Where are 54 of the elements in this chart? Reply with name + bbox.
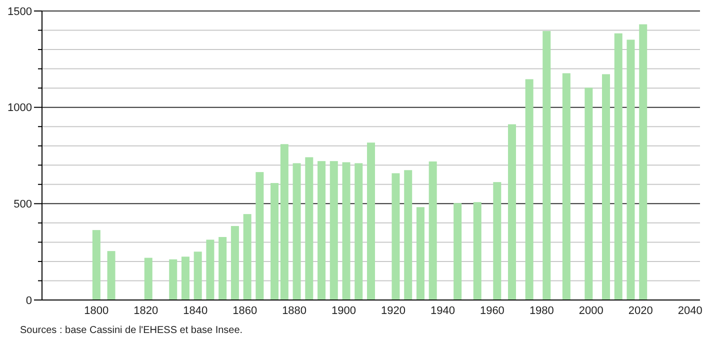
bar <box>416 207 424 300</box>
bar <box>392 173 400 300</box>
x-tick-label: 1900 <box>332 305 356 317</box>
bar <box>206 240 214 300</box>
bar <box>473 202 482 300</box>
bar <box>367 142 375 300</box>
bar <box>318 161 326 300</box>
x-tick-label: 1860 <box>232 305 258 317</box>
bar <box>493 182 502 300</box>
bar <box>292 163 301 300</box>
bar <box>144 258 152 300</box>
x-tick-label: 1800 <box>84 305 109 317</box>
bar <box>354 163 363 300</box>
bar <box>562 73 570 300</box>
x-tick-label: 2000 <box>578 305 604 317</box>
bar <box>194 252 202 300</box>
bar <box>614 33 622 300</box>
bar <box>305 157 314 300</box>
bar <box>626 40 635 300</box>
x-tick-label: 1880 <box>282 305 307 317</box>
bar <box>330 161 338 300</box>
x-tick-label: 1820 <box>134 305 158 317</box>
bar <box>454 203 462 300</box>
bar <box>639 24 648 300</box>
bar <box>584 88 593 300</box>
bar <box>256 172 264 300</box>
x-tick-label: 1980 <box>529 305 554 317</box>
bar <box>181 256 190 300</box>
bar <box>169 259 178 300</box>
bar <box>602 74 610 300</box>
bar <box>270 183 279 300</box>
bar <box>404 170 412 300</box>
bar <box>428 161 437 300</box>
x-tick-label: 2040 <box>678 305 702 317</box>
bar <box>342 162 350 300</box>
x-tick-label: 1940 <box>430 305 455 317</box>
source-note: Sources : base Cassini de l'EHESS et base Insee. <box>20 325 243 336</box>
bar <box>92 230 100 300</box>
y-tick-label: 1000 <box>8 102 32 114</box>
bar <box>218 237 227 300</box>
bar <box>280 144 288 300</box>
x-tick-label: 1840 <box>183 305 208 317</box>
bar <box>542 31 551 300</box>
bar <box>230 226 239 300</box>
y-tick-label: 1500 <box>8 6 32 18</box>
x-tick-label: 1920 <box>381 305 406 317</box>
x-tick-label: 2020 <box>628 305 653 317</box>
bar <box>107 251 116 300</box>
bar <box>525 79 534 300</box>
y-tick-label: 500 <box>14 198 32 211</box>
bar <box>243 214 252 300</box>
bar <box>508 124 516 300</box>
x-tick-label: 1960 <box>480 305 504 317</box>
y-tick-label: 0 <box>26 294 32 307</box>
